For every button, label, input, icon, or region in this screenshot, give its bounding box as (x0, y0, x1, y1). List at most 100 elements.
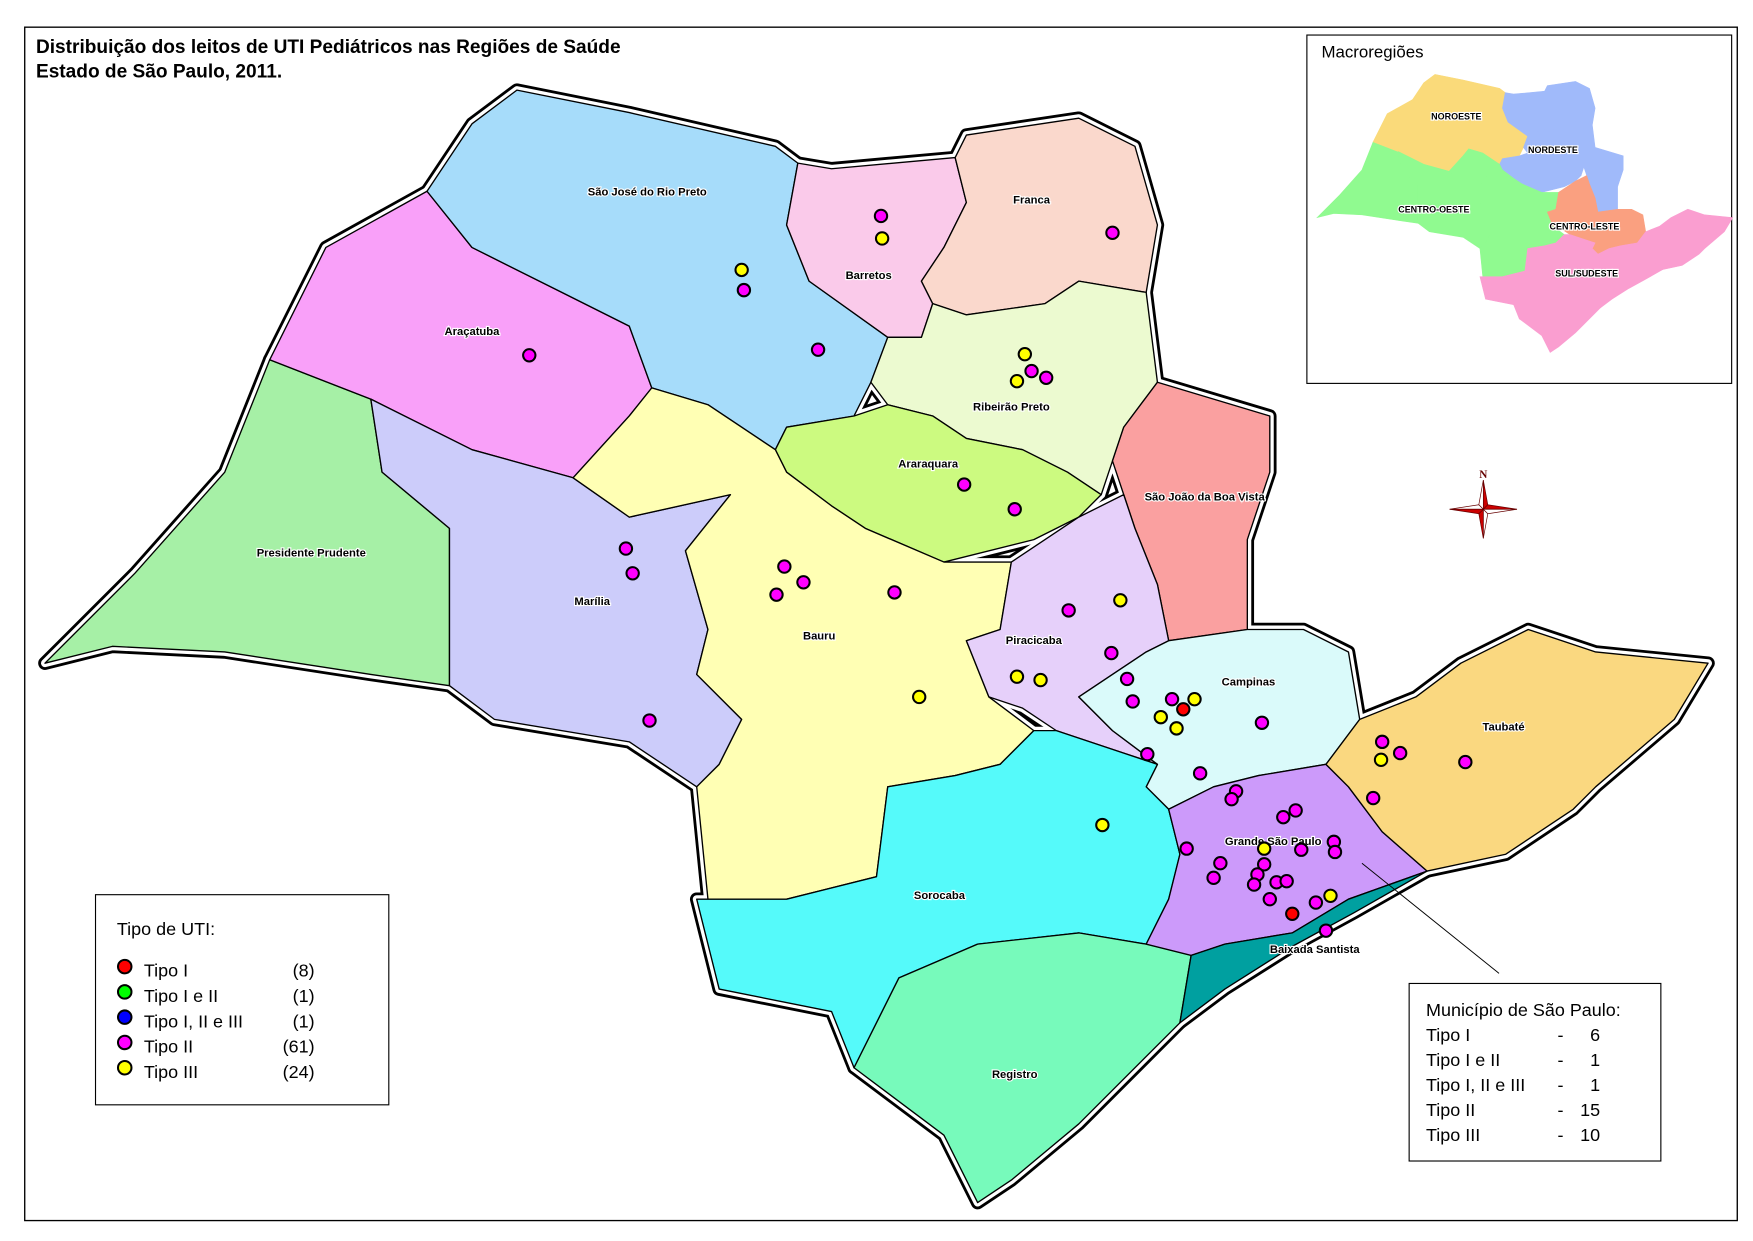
inset-region-baixada-santista (1600, 269, 1663, 309)
icu-marker[interactable] (1373, 752, 1389, 768)
icu-marker[interactable] (1009, 669, 1025, 684)
icu-marker[interactable] (1256, 857, 1272, 872)
icu-marker[interactable] (956, 477, 972, 492)
icu-marker[interactable] (625, 566, 640, 581)
icu-marker[interactable] (1374, 734, 1390, 750)
legend-item-label: Tipo III (144, 1062, 198, 1082)
icu-marker[interactable] (810, 342, 826, 357)
icu-marker[interactable] (1119, 671, 1135, 687)
municipio-sao-paulo-box: Município de São Paulo: Tipo I - 6 Tipo I e… (1408, 982, 1662, 1162)
legend-item-count: (24) (283, 1062, 315, 1082)
legend-item-label: Tipo II (144, 1037, 193, 1057)
icu-marker[interactable] (777, 559, 792, 574)
municipio-row-sep: - (1557, 1025, 1563, 1045)
icu-marker[interactable] (1113, 593, 1128, 608)
municipio-row-sep: - (1557, 1050, 1563, 1070)
icu-marker[interactable] (1254, 715, 1270, 730)
icu-marker[interactable] (1458, 754, 1473, 770)
icu-marker[interactable] (1392, 745, 1408, 761)
icu-marker[interactable] (1125, 694, 1140, 709)
icu-marker[interactable] (874, 231, 890, 246)
region-label-sorocaba: Sorocaba (914, 890, 966, 902)
municipio-row-label: Tipo III (1426, 1125, 1480, 1145)
inset-map (1316, 74, 1734, 353)
icu-marker[interactable] (1169, 721, 1184, 736)
icu-marker[interactable] (1009, 373, 1025, 389)
macro-label-nordeste: NORDESTE (1528, 145, 1578, 155)
icu-marker[interactable] (1140, 747, 1155, 762)
icu-marker[interactable] (1327, 844, 1343, 860)
municipio-frame (1408, 982, 1662, 1162)
icu-marker[interactable] (1246, 877, 1262, 892)
icu-marker[interactable] (1285, 906, 1300, 921)
region-label-taubate: Taubaté (1482, 722, 1524, 734)
icu-marker[interactable] (873, 208, 889, 224)
inset-title: Macroregiões (1321, 43, 1423, 62)
icu-marker[interactable] (1179, 841, 1194, 856)
legend-swatch-icon (116, 1009, 133, 1025)
inset-macroregions: Macroregiões NOROESTE NORDESTE CENTRO-OE… (1306, 34, 1734, 384)
icu-marker[interactable] (1007, 502, 1022, 517)
icu-marker[interactable] (1153, 709, 1168, 725)
municipio-row-label: Tipo II (1426, 1100, 1475, 1120)
macro-label-centro-leste: CENTRO-LESTE (1550, 221, 1620, 231)
icu-marker[interactable] (618, 541, 634, 556)
icu-marker[interactable] (734, 262, 749, 278)
icu-marker[interactable] (1262, 891, 1277, 907)
municipio-row-label: Tipo I (1426, 1025, 1470, 1045)
icu-marker[interactable] (1192, 766, 1208, 781)
icu-marker[interactable] (1323, 888, 1338, 904)
icu-marker[interactable] (1176, 702, 1191, 717)
legend-tipo-uti: Tipo de UTI: Tipo I (8) Tipo I e II (1) Tipo… (94, 894, 390, 1106)
region-taubate[interactable] (1325, 628, 1709, 872)
health-regions (44, 89, 1709, 1204)
icu-marker[interactable] (1256, 841, 1272, 856)
region-baixada-santista[interactable] (1179, 870, 1428, 1024)
icu-marker[interactable] (1213, 856, 1228, 871)
municipio-row-value: 1 (1590, 1075, 1600, 1095)
icu-marker[interactable] (736, 282, 752, 298)
icu-marker[interactable] (1365, 790, 1381, 806)
legend-title: Tipo de UTI: (117, 919, 215, 939)
icu-marker[interactable] (1095, 817, 1110, 833)
icu-marker[interactable] (1308, 895, 1324, 910)
icu-marker[interactable] (1318, 923, 1334, 938)
icu-marker[interactable] (1038, 370, 1054, 385)
region-label-bauru: Bauru (803, 631, 836, 643)
region-label-franca: Franca (1013, 195, 1051, 207)
icu-marker[interactable] (1187, 691, 1202, 707)
icu-marker[interactable] (1061, 603, 1076, 618)
region-label-presidente-prudente: Presidente Prudente (257, 547, 366, 559)
icu-marker[interactable] (642, 713, 657, 728)
legend-frame (94, 894, 390, 1106)
icu-marker[interactable] (1224, 791, 1239, 807)
icu-marker[interactable] (796, 575, 811, 590)
icu-marker[interactable] (1104, 645, 1119, 661)
icu-marker[interactable] (1024, 363, 1039, 379)
icu-marker[interactable] (887, 585, 902, 600)
legend-swatch-icon (116, 1034, 133, 1051)
icu-marker[interactable] (1206, 870, 1221, 886)
icu-marker[interactable] (769, 587, 784, 602)
inset-region-taubate (1636, 208, 1734, 270)
legend-item-label: Tipo I, II e III (144, 1011, 243, 1031)
icu-marker[interactable] (1288, 803, 1303, 818)
icu-marker[interactable] (1033, 672, 1048, 688)
icu-marker[interactable] (1017, 346, 1033, 362)
icu-marker[interactable] (1164, 691, 1180, 707)
icu-marker[interactable] (912, 689, 927, 705)
icu-marker[interactable] (1279, 874, 1294, 889)
region-label-ribeirao-preto: Ribeirão Preto (973, 401, 1050, 413)
icu-marker[interactable] (1294, 842, 1309, 857)
legend-item-count: (61) (283, 1037, 315, 1057)
icu-marker[interactable] (1105, 225, 1120, 241)
region-label-baixada-santista: Baixada Santista (1270, 944, 1361, 956)
region-label-barretos: Barretos (846, 270, 892, 282)
legend-item-count: (1) (293, 1011, 315, 1031)
region-label-aracatuba: Araçatuba (445, 326, 501, 338)
map-title-line2: Estado de São Paulo, 2011. (36, 62, 282, 83)
icu-marker[interactable] (1276, 809, 1291, 825)
icu-marker[interactable] (522, 348, 537, 363)
